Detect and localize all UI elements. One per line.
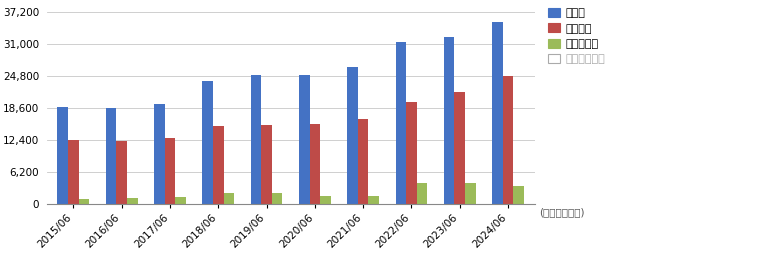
Bar xyxy=(154,104,164,204)
Bar xyxy=(175,197,186,204)
Bar xyxy=(261,125,272,204)
Bar xyxy=(164,139,175,204)
Bar xyxy=(310,124,320,204)
Bar xyxy=(251,75,261,204)
Bar xyxy=(57,107,68,204)
Bar xyxy=(406,102,417,204)
Bar xyxy=(68,140,79,204)
Text: ✓: ✓ xyxy=(705,36,712,45)
Bar xyxy=(320,196,330,204)
Bar xyxy=(79,199,90,204)
Bar xyxy=(127,198,138,204)
Bar xyxy=(347,67,358,204)
Bar xyxy=(202,81,213,204)
Bar xyxy=(513,186,524,204)
Bar xyxy=(299,75,310,204)
Bar xyxy=(223,193,234,204)
Text: ✓: ✓ xyxy=(705,51,712,60)
Bar xyxy=(465,183,476,204)
Bar xyxy=(358,119,369,204)
Bar xyxy=(369,196,379,204)
Text: ✓: ✓ xyxy=(705,67,712,76)
Bar xyxy=(213,126,223,204)
Bar xyxy=(417,183,428,204)
Text: (少位：百万円): (少位：百万円) xyxy=(539,208,585,217)
Bar xyxy=(106,108,116,204)
Bar xyxy=(444,37,454,204)
Bar xyxy=(116,141,127,204)
Bar xyxy=(396,42,406,204)
Legend: 総資産, 自己資本, 有利子負債, 純有利子負債: 総資産, 自己資本, 有利子負債, 純有利子負債 xyxy=(545,4,608,68)
Bar xyxy=(272,193,282,204)
Bar xyxy=(454,92,465,204)
Bar xyxy=(503,76,513,204)
Bar xyxy=(492,22,503,204)
